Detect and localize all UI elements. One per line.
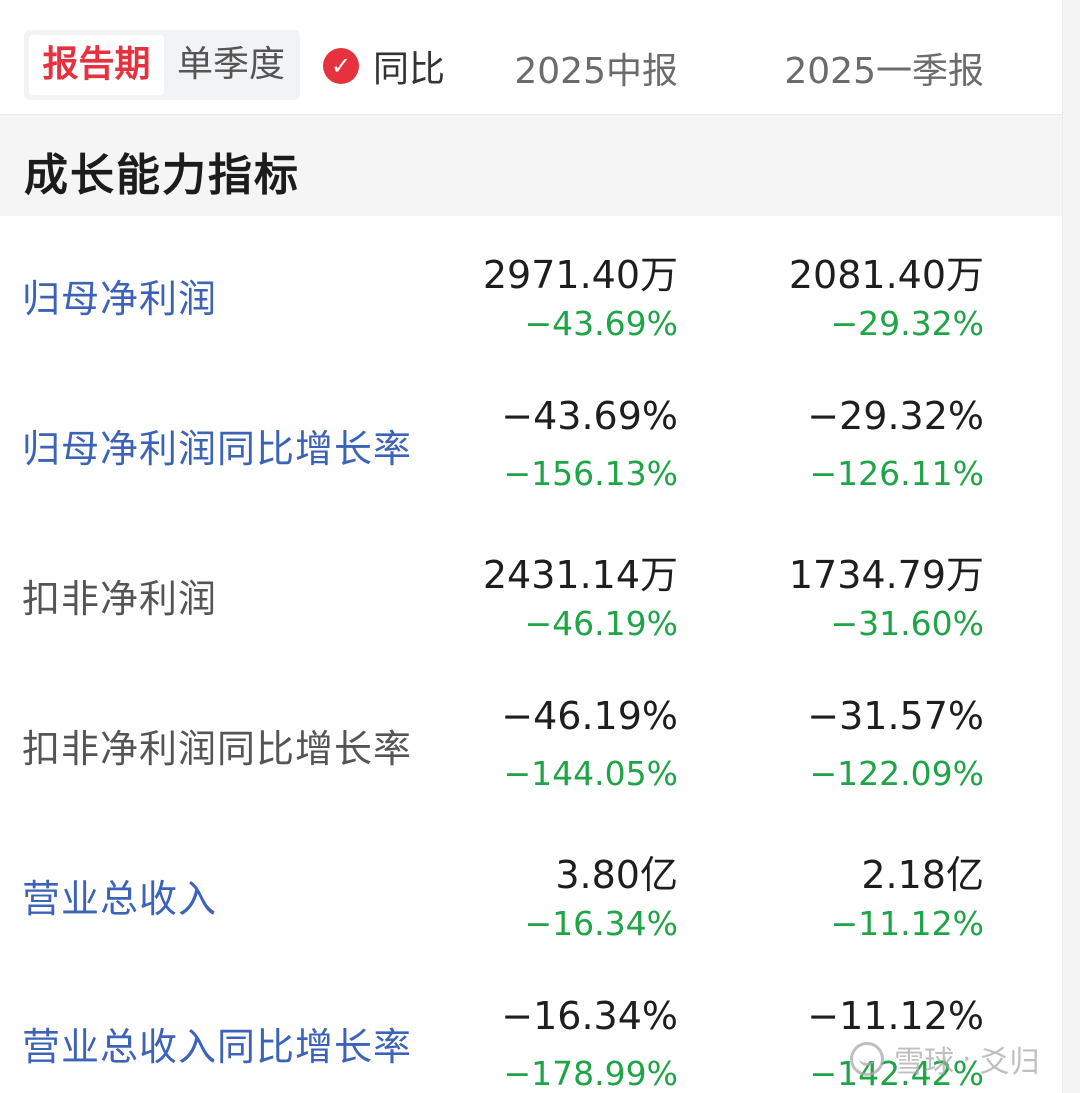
metric-row: 营业总收入同比增长率 −16.34% −178.99% −11.12% −142… (0, 966, 1062, 1093)
watermark: 雪球 · 爻归 (850, 1036, 1040, 1082)
metric-change: −46.19% (524, 604, 678, 643)
metric-row: 营业总收入 3.80亿 −16.34% 2.18亿 −11.12% (0, 816, 1062, 966)
period-type-segmented-control: 报告期 单季度 (24, 30, 300, 100)
metric-value: 3.80亿 (555, 853, 678, 897)
check-circle-icon: ✓ (323, 48, 359, 84)
tab-report-period[interactable]: 报告期 (29, 35, 164, 95)
metric-label-link[interactable]: 归母净利润同比增长率 (22, 427, 413, 471)
metric-row: 扣非净利润同比增长率 −46.19% −144.05% −31.57% −122… (0, 666, 1062, 816)
watermark-author: 爻归 (979, 1045, 1040, 1080)
metric-label: 扣非净利润 (22, 577, 218, 621)
scrollbar-track[interactable] (1062, 0, 1080, 1093)
metric-change: −144.05% (503, 754, 678, 793)
metric-change: −31.60% (830, 604, 984, 643)
period-column-header: 2025中报 (514, 51, 678, 92)
metric-value: 1734.79万 (788, 553, 984, 597)
metric-change: −122.09% (809, 754, 984, 793)
yoy-toggle[interactable]: ✓ 同比 (323, 44, 445, 90)
metric-value: 2971.40万 (482, 253, 678, 297)
metric-change: −178.99% (503, 1054, 678, 1093)
metric-change: −16.34% (524, 904, 678, 943)
period-column-header: 2025一季报 (784, 51, 984, 92)
metric-value: −29.32% (807, 394, 984, 438)
metric-row: 归母净利润 2971.40万 −43.69% 2081.40万 −29.32% (0, 216, 1062, 366)
metric-value: 2431.14万 (482, 553, 678, 597)
metric-row: 归母净利润同比增长率 −43.69% −156.13% −29.32% −126… (0, 366, 1062, 516)
metric-row: 扣非净利润 2431.14万 −46.19% 1734.79万 −31.60% (0, 516, 1062, 666)
yoy-toggle-label: 同比 (373, 49, 446, 90)
section-title: 成长能力指标 (24, 150, 300, 201)
report-header: 报告期 单季度 ✓ 同比 2025中报 2025一季报 (0, 0, 1062, 114)
watermark-brand: 雪球 (894, 1045, 954, 1080)
metric-value: 2.18亿 (861, 853, 984, 897)
metric-value: −46.19% (501, 694, 678, 738)
metric-value: −11.12% (807, 994, 984, 1038)
section-header: 成长能力指标 (0, 114, 1062, 216)
metric-change: −126.11% (809, 454, 984, 493)
tab-single-quarter[interactable]: 单季度 (176, 44, 285, 85)
metric-change: −142.42% (809, 1054, 984, 1093)
metric-change: −43.69% (524, 304, 678, 343)
metric-label-link[interactable]: 营业总收入 (22, 877, 218, 921)
metric-value: −31.57% (807, 694, 984, 738)
metric-change: −29.32% (830, 304, 984, 343)
metric-value: 2081.40万 (788, 253, 984, 297)
watermark-separator: · (962, 1041, 972, 1077)
metric-value: −16.34% (501, 994, 678, 1038)
metric-change: −156.13% (503, 454, 678, 493)
metric-value: −43.69% (501, 394, 678, 438)
metric-label-link[interactable]: 归母净利润 (22, 277, 218, 321)
metric-label: 扣非净利润同比增长率 (22, 727, 413, 771)
snowball-logo-icon (850, 1042, 884, 1076)
metric-change: −11.12% (830, 904, 984, 943)
metric-label-link[interactable]: 营业总收入同比增长率 (22, 1025, 413, 1069)
